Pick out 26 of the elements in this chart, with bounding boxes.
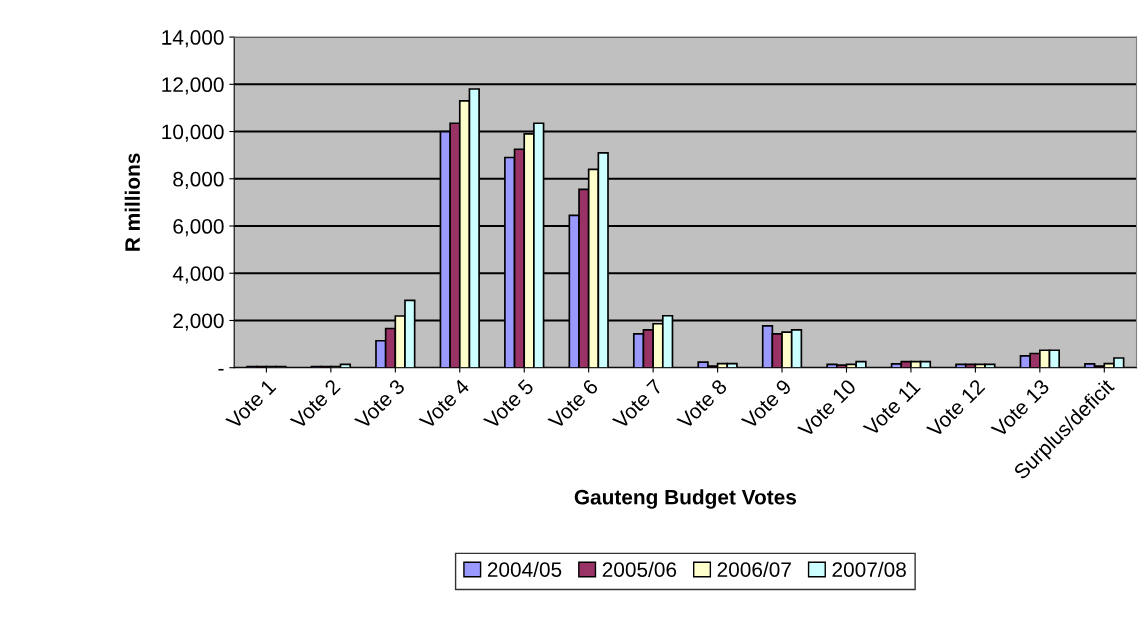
legend-label: 2007/08	[832, 561, 906, 577]
y-tick-label: 2,000	[173, 313, 224, 331]
y-tick-label: 12,000	[162, 77, 224, 95]
x-tick-label: Vote 9	[740, 378, 793, 430]
y-axis-title: R millions	[124, 153, 140, 251]
x-tick-label: Vote 6	[547, 378, 599, 430]
y-tick-label: 8,000	[173, 171, 224, 189]
x-tick-label: Vote 11	[862, 378, 922, 438]
x-tick-label: Vote 5	[483, 378, 535, 430]
x-tick-label: Vote 7	[611, 378, 664, 430]
y-tick-label: 6,000	[173, 219, 224, 237]
y-tick-label: 4,000	[172, 266, 224, 284]
x-axis-title: Gauteng Budget Votes	[574, 489, 797, 509]
legend-label: 2005/06	[602, 561, 677, 577]
x-tick-label: Vote 10	[796, 378, 857, 439]
x-tick-label: Vote 12	[925, 378, 986, 439]
y-tick-label: -	[218, 368, 224, 371]
x-tick-label: Vote 4	[418, 378, 471, 430]
x-tick-label: Vote 8	[676, 378, 728, 430]
legend-label: 2006/07	[717, 561, 791, 577]
y-tick-label: 14,000	[162, 30, 224, 48]
x-tick-label: Vote 2	[289, 378, 341, 430]
x-tick-label: Vote 1	[225, 378, 277, 430]
legend-label: 2004/05	[487, 561, 562, 577]
x-tick-label: Vote 3	[354, 378, 406, 430]
y-tick-label: 10,000	[162, 124, 224, 142]
